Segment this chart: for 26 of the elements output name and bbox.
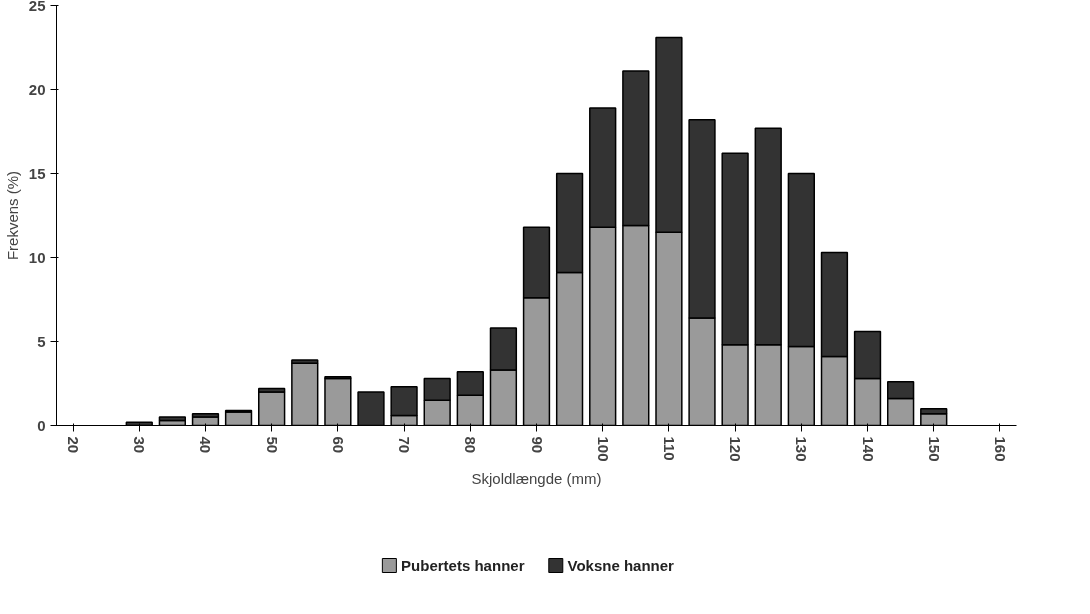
x-tick-label: 110 [660, 436, 678, 461]
x-axis-title: Skjoldlængde (mm) [471, 469, 602, 487]
x-tick-label: 150 [925, 436, 943, 462]
x-tick-label: 20 [65, 436, 83, 454]
x-tick-label: 90 [528, 436, 546, 454]
y-tick-label: 25 [28, 0, 46, 14]
y-tick-label: 0 [37, 416, 46, 434]
x-tick-label: 30 [131, 436, 149, 454]
y-tick-label: 15 [28, 164, 46, 182]
y-tick-label: 5 [37, 332, 46, 350]
x-tick-label: 160 [991, 436, 1009, 462]
x-tick-label: 140 [859, 436, 877, 462]
bar [158, 416, 187, 422]
x-tick-label: 50 [263, 436, 281, 454]
x-tick-label: 40 [197, 436, 215, 454]
y-tick-label: 20 [28, 80, 46, 98]
x-tick-label: 100 [594, 436, 612, 462]
x-tick-label: 60 [329, 436, 347, 454]
y-tick-label: 10 [28, 248, 46, 266]
x-tick-label: 70 [396, 436, 414, 454]
legend-label: Voksne hanner [567, 557, 675, 574]
legend-label: Pubertets hanner [401, 557, 525, 574]
x-tick-label: 80 [462, 436, 480, 454]
x-tick-label: 120 [727, 436, 745, 462]
y-axis-title: Frekvens (%) [3, 170, 21, 261]
x-tick-label: 130 [793, 436, 811, 462]
